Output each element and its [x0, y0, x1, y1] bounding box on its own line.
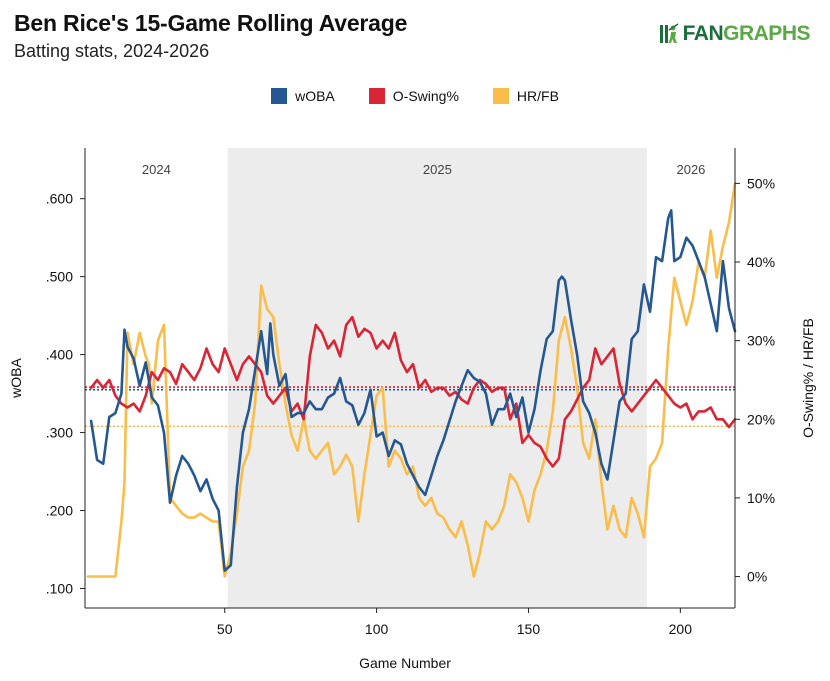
logo-graphs-text: GRAPHS	[723, 22, 810, 45]
y-left-tick-label: .200	[46, 503, 73, 519]
legend-item-woba[interactable]: wOBA	[271, 88, 335, 104]
y-right-tick-label: 20%	[747, 411, 775, 427]
season-label-2024: 2024	[142, 162, 171, 177]
axes: .100 .200 .300 .400 .500 .600 0% 10% 20% 30% 40% 50…	[46, 148, 775, 637]
series-line-hrfb	[86, 182, 737, 578]
season-label-2026: 2026	[676, 162, 705, 177]
legend-item-hrfb[interactable]: HR/FB	[492, 88, 559, 104]
legend: wOBA O-Swing% HR/FB	[0, 88, 830, 104]
batter-silhouette-icon	[659, 23, 679, 43]
x-tick-label: 50	[217, 621, 233, 637]
y-right-tick-label: 10%	[747, 490, 775, 506]
legend-item-oswing[interactable]: O-Swing%	[368, 88, 459, 104]
season-shade-2025	[227, 148, 647, 608]
season-label-2025: 2025	[423, 162, 452, 177]
chart-title: Ben Rice's 15-Game Rolling Average	[14, 10, 408, 36]
y-left-tick-label: .600	[46, 191, 73, 207]
y-axis-right-title: O-Swing% / HR/FB	[800, 318, 816, 438]
legend-label-oswing: O-Swing%	[392, 88, 459, 104]
season-labels: 2024 2025 2026	[142, 162, 706, 177]
y-right-tick-label: 0%	[747, 569, 767, 585]
y-right-tick-label: 50%	[747, 175, 775, 191]
y-right-tick-label: 30%	[747, 333, 775, 349]
y-left-tick-label: .500	[46, 269, 73, 285]
legend-swatch-woba	[271, 88, 288, 104]
y-left-tick-label: .400	[46, 347, 73, 363]
season-shading	[227, 148, 647, 608]
x-tick-label: 150	[517, 621, 541, 637]
y-left-tick-label: .300	[46, 425, 73, 441]
logo-fan-text: FAN	[682, 22, 724, 45]
legend-label-woba: wOBA	[295, 88, 335, 104]
x-tick-label: 200	[669, 621, 693, 637]
y-axis-left-title: wOBA	[8, 358, 24, 399]
legend-label-hrfb: HR/FB	[516, 88, 559, 104]
series-line-woba	[89, 209, 737, 572]
series-line-oswing	[89, 315, 737, 468]
x-tick-label: 100	[365, 621, 389, 637]
fangraphs-logo[interactable]: FAN GRAPHS	[658, 22, 810, 46]
legend-swatch-hrfb	[492, 88, 509, 104]
x-axis-title: Game Number	[359, 655, 451, 671]
y-left-tick-label: .100	[46, 581, 73, 597]
legend-swatch-oswing	[368, 88, 385, 104]
y-right-tick-label: 40%	[747, 254, 775, 270]
chart-subtitle: Batting stats, 2024-2026	[14, 41, 210, 61]
series-lines	[86, 182, 737, 578]
